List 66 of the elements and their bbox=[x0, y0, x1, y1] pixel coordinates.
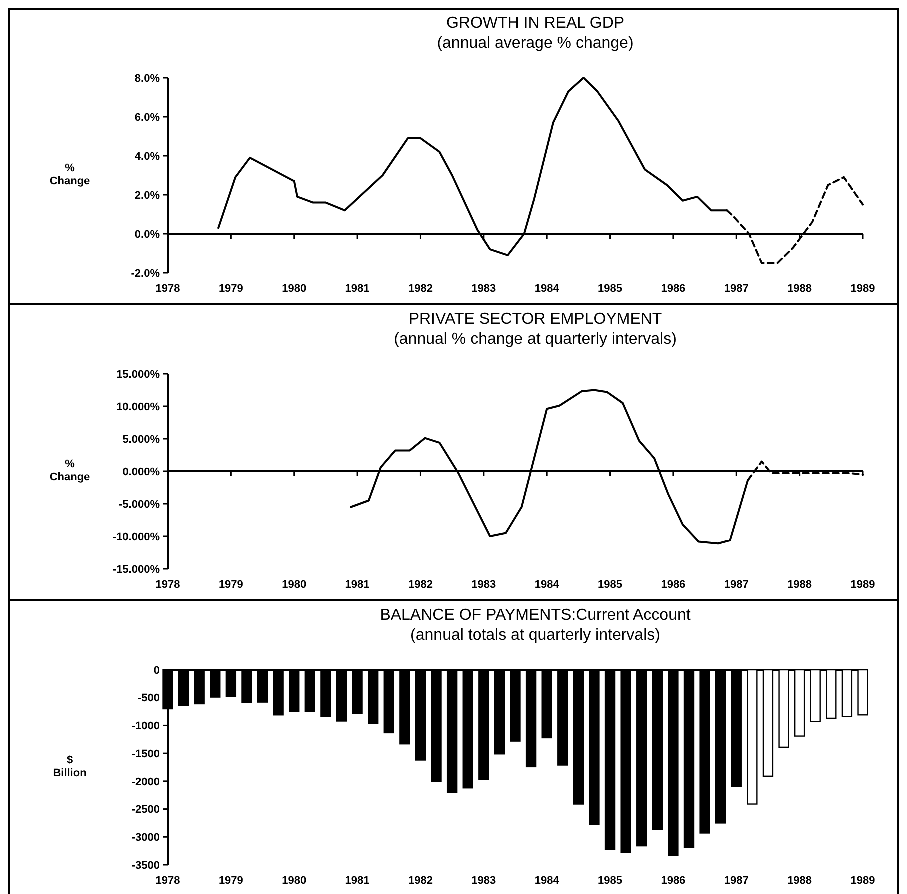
y-tick-label: -15.000% bbox=[112, 564, 160, 576]
x-tick-label: 1985 bbox=[598, 875, 623, 887]
y-tick-label: -1500 bbox=[132, 748, 160, 760]
y-axis-title: % Change bbox=[50, 162, 90, 188]
x-tick-label: 1979 bbox=[218, 579, 244, 591]
x-tick-label: 1989 bbox=[850, 875, 876, 887]
x-tick-label: 1979 bbox=[218, 283, 244, 295]
chart-title: BALANCE OF PAYMENTS:Current Account bbox=[380, 607, 692, 624]
x-tick-label: 1987 bbox=[724, 875, 749, 887]
x-tick-label: 1989 bbox=[850, 579, 876, 591]
y-tick-label: -2000 bbox=[132, 776, 160, 788]
y-axis-title: $ Billion bbox=[53, 754, 88, 780]
y-tick-label: -3000 bbox=[132, 832, 160, 844]
y-tick-label: 6.0% bbox=[134, 112, 160, 124]
x-tick-label: 1986 bbox=[661, 875, 686, 887]
chart-subtitle: (annual % change at quarterly intervals) bbox=[394, 331, 677, 348]
y-tick-label: -2.0% bbox=[131, 268, 160, 280]
y-tick-label: 0.000% bbox=[122, 466, 160, 478]
y-tick-label: -1000 bbox=[132, 720, 160, 733]
y-tick-label: 2.0% bbox=[134, 190, 160, 202]
x-tick-label: 1978 bbox=[156, 579, 180, 591]
y-tick-label: -10.000% bbox=[112, 531, 160, 544]
chart-subtitle: (annual totals at quarterly intervals) bbox=[410, 627, 660, 644]
x-tick-label: 1985 bbox=[598, 579, 623, 591]
y-tick-label: -500 bbox=[138, 692, 160, 705]
x-tick-label: 1984 bbox=[534, 579, 560, 591]
x-tick-label: 1983 bbox=[472, 579, 496, 591]
y-tick-label: 15.000% bbox=[116, 368, 160, 381]
x-tick-label: 1985 bbox=[598, 283, 623, 295]
y-tick-label: 0.0% bbox=[134, 228, 160, 241]
y-tick-label: 8.0% bbox=[134, 72, 160, 85]
x-tick-label: 1981 bbox=[345, 579, 370, 591]
x-tick-label: 1987 bbox=[724, 579, 749, 591]
y-axis-title: % Change bbox=[50, 458, 90, 484]
x-tick-label: 1982 bbox=[408, 283, 433, 295]
y-tick-label: -2500 bbox=[132, 804, 160, 816]
x-tick-label: 1984 bbox=[534, 283, 560, 295]
x-tick-label: 1984 bbox=[534, 875, 560, 887]
x-tick-label: 1987 bbox=[724, 283, 749, 295]
x-tick-label: 1981 bbox=[345, 283, 370, 295]
y-tick-label: 4.0% bbox=[134, 150, 160, 163]
chart-title: PRIVATE SECTOR EMPLOYMENT bbox=[408, 311, 662, 328]
x-tick-label: 1986 bbox=[661, 283, 686, 295]
x-tick-label: 1988 bbox=[788, 875, 812, 887]
x-tick-label: 1978 bbox=[156, 875, 180, 887]
y-tick-label: 0 bbox=[154, 664, 160, 677]
x-tick-label: 1980 bbox=[282, 283, 307, 295]
y-tick-label: 5.000% bbox=[122, 434, 160, 446]
x-tick-label: 1978 bbox=[156, 283, 180, 295]
x-tick-label: 1980 bbox=[282, 579, 307, 591]
y-tick-label: -5.000% bbox=[119, 498, 160, 511]
x-tick-label: 1988 bbox=[788, 283, 812, 295]
y-tick-label: -3500 bbox=[132, 860, 160, 872]
x-tick-label: 1982 bbox=[408, 579, 433, 591]
x-tick-label: 1983 bbox=[472, 875, 496, 887]
x-tick-label: 1988 bbox=[788, 579, 812, 591]
y-tick-label: 10.000% bbox=[116, 401, 160, 414]
x-tick-label: 1989 bbox=[850, 283, 876, 295]
x-tick-label: 1979 bbox=[218, 875, 244, 887]
x-tick-label: 1986 bbox=[661, 579, 686, 591]
x-tick-label: 1982 bbox=[408, 875, 433, 887]
x-tick-label: 1981 bbox=[345, 875, 370, 887]
chart-title: GROWTH IN REAL GDP bbox=[446, 15, 625, 32]
x-tick-label: 1980 bbox=[282, 875, 307, 887]
x-tick-label: 1983 bbox=[472, 283, 496, 295]
chart-subtitle: (annual average % change) bbox=[437, 35, 634, 52]
